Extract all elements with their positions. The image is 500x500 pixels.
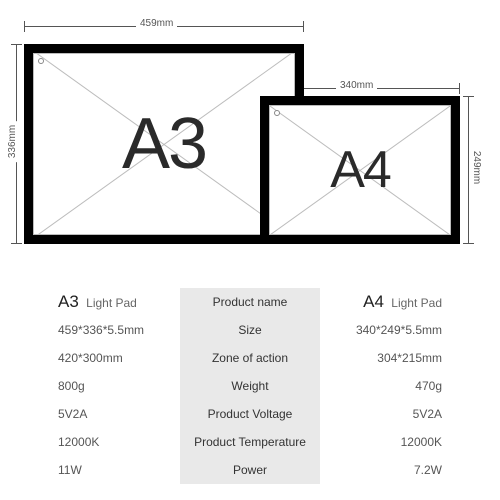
label-voltage: Product Voltage [180,400,320,428]
a4-size: 340*249*5.5mm [330,316,442,344]
a4-button-icon [274,110,280,116]
spec-col-labels: Product name Size Zone of action Weight … [180,288,320,484]
a3-voltage: 5V2A [58,400,170,428]
label-size: Size [180,316,320,344]
a3-title-small: Light Pad [86,296,137,310]
spec-table: A3 Light Pad 459*336*5.5mm 420*300mm 800… [58,288,442,484]
a4-zone: 304*215mm [330,344,442,372]
product-diagram: A3 A4 [12,34,472,254]
a3-title-big: A3 [58,292,79,311]
label-zone: Zone of action [180,344,320,372]
a3-size: 459*336*5.5mm [58,316,170,344]
a4-title-small: Light Pad [391,296,442,310]
spec-col-a4: A4 Light Pad 340*249*5.5mm 304*215mm 470… [320,288,442,484]
a4-size-label: A4 [330,140,390,200]
dim-a4-height-label: 249mm [471,147,482,188]
label-temperature: Product Temperature [180,428,320,456]
dim-a3-width-label: 459mm [136,18,177,29]
a4-voltage: 5V2A [330,400,442,428]
spec-col-a3: A3 Light Pad 459*336*5.5mm 420*300mm 800… [58,288,180,484]
a4-title: A4 Light Pad [330,288,442,316]
a4-title-big: A4 [363,292,384,311]
a4-temperature: 12000K [330,428,442,456]
a4-frame: A4 [260,96,460,244]
a3-zone: 420*300mm [58,344,170,372]
a3-temperature: 12000K [58,428,170,456]
dim-cap [303,21,304,32]
a3-button-icon [38,58,44,64]
a3-size-label: A3 [122,103,206,185]
a3-weight: 800g [58,372,170,400]
label-power: Power [180,456,320,484]
dim-cap [24,21,25,32]
a3-power: 11W [58,456,170,484]
a3-title: A3 Light Pad [58,288,170,316]
label-weight: Weight [180,372,320,400]
label-product-name: Product name [180,288,320,316]
a4-power: 7.2W [330,456,442,484]
a4-weight: 470g [330,372,442,400]
